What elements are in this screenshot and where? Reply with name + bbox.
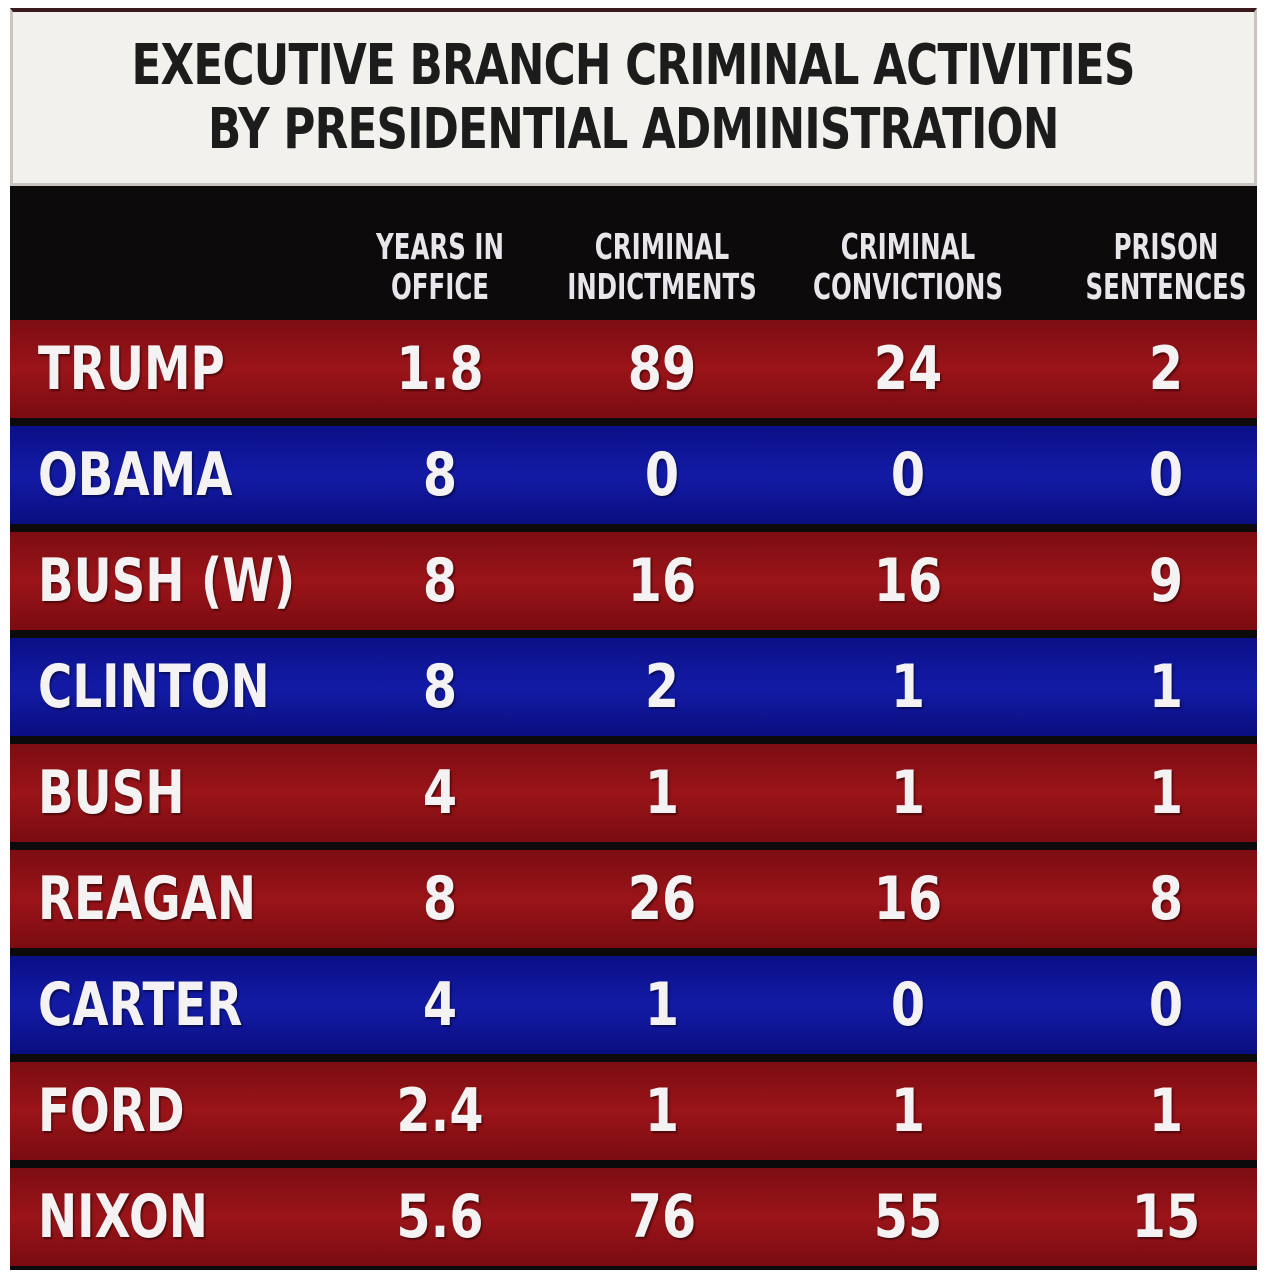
- table-cell: 0: [644, 440, 680, 510]
- table-cell: 16: [873, 546, 943, 616]
- table-cell: 2.4: [396, 1076, 484, 1146]
- table-row: NIXON 5.6 76 55 15: [10, 1168, 1257, 1266]
- table-cell: 1: [1148, 758, 1184, 828]
- table-chart: EXECUTIVE BRANCH CRIMINAL ACTIVITIES BY …: [10, 8, 1257, 1270]
- table-cell: 0: [890, 970, 926, 1040]
- table-row: CLINTON 8 2 1 1: [10, 638, 1257, 736]
- table-cell: 5.6: [396, 1182, 484, 1252]
- table-cell: 8: [422, 652, 458, 722]
- column-header-years-in-office: YEARS IN OFFICE: [375, 227, 504, 308]
- table-cell: 2: [1148, 334, 1184, 404]
- table-cell: 76: [627, 1182, 697, 1252]
- table-cell: 1: [1148, 1076, 1184, 1146]
- row-label: CLINTON: [38, 652, 270, 722]
- table-cell: 4: [422, 758, 458, 828]
- table-cell: 55: [873, 1182, 943, 1252]
- row-label: TRUMP: [38, 334, 225, 404]
- table-cell: 2: [644, 652, 680, 722]
- table-cell: 16: [627, 546, 697, 616]
- table-cell: 15: [1131, 1182, 1201, 1252]
- title-box: EXECUTIVE BRANCH CRIMINAL ACTIVITIES BY …: [10, 8, 1257, 186]
- row-label: BUSH (W): [38, 546, 296, 616]
- table-row: TRUMP 1.8 89 24 2: [10, 320, 1257, 418]
- row-label: NIXON: [38, 1182, 208, 1252]
- row-label: CARTER: [38, 970, 243, 1040]
- table-cell: 9: [1148, 546, 1184, 616]
- row-label: OBAMA: [38, 440, 233, 510]
- column-header-band: YEARS IN OFFICE CRIMINAL INDICTMENTS CRI…: [10, 186, 1257, 320]
- table-cell: 0: [890, 440, 926, 510]
- table-cell: 1: [644, 970, 680, 1040]
- chart-title-line-2: BY PRESIDENTIAL ADMINISTRATION: [208, 96, 1059, 162]
- column-header-prison-sentences: PRISON SENTENCES: [1085, 227, 1247, 308]
- table-cell: 8: [422, 440, 458, 510]
- chart-title-line-1: EXECUTIVE BRANCH CRIMINAL ACTIVITIES: [131, 32, 1136, 98]
- table-cell: 1.8: [396, 334, 484, 404]
- table-cell: 4: [422, 970, 458, 1040]
- table-row: FORD 2.4 1 1 1: [10, 1062, 1257, 1160]
- table-cell: 0: [1148, 440, 1184, 510]
- table-cell: 1: [644, 1076, 680, 1146]
- table-cell: 1: [890, 1076, 926, 1146]
- row-label: REAGAN: [38, 864, 257, 934]
- row-label: FORD: [38, 1076, 185, 1146]
- table-cell: 1: [1148, 652, 1184, 722]
- table-row: BUSH (W) 8 16 16 9: [10, 532, 1257, 630]
- table-cell: 8: [1148, 864, 1184, 934]
- table-row: OBAMA 8 0 0 0: [10, 426, 1257, 524]
- row-label: BUSH: [38, 758, 185, 828]
- table-cell: 8: [422, 864, 458, 934]
- table-cell: 24: [873, 334, 943, 404]
- table-cell: 16: [873, 864, 943, 934]
- table-cell: 26: [627, 864, 697, 934]
- column-header-criminal-convictions: CRIMINAL CONVICTIONS: [812, 227, 1004, 308]
- table-cell: 1: [890, 758, 926, 828]
- column-header-criminal-indictments: CRIMINAL INDICTMENTS: [567, 227, 757, 308]
- table-cell: 8: [422, 546, 458, 616]
- table-cell: 1: [644, 758, 680, 828]
- table-row: BUSH 4 1 1 1: [10, 744, 1257, 842]
- table-cell: 0: [1148, 970, 1184, 1040]
- table-row: REAGAN 8 26 16 8: [10, 850, 1257, 948]
- table-cell: 89: [627, 334, 697, 404]
- table-cell: 1: [890, 652, 926, 722]
- table-row: CARTER 4 1 0 0: [10, 956, 1257, 1054]
